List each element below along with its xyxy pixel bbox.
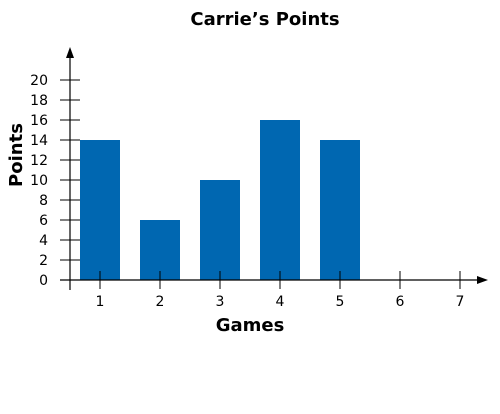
x-tick-label-3: 3 bbox=[216, 294, 225, 310]
bar-game-5 bbox=[320, 140, 360, 280]
x-tick-label-5: 5 bbox=[336, 294, 345, 310]
y-tick-label-20: 20 bbox=[30, 73, 48, 89]
x-tick-label-6: 6 bbox=[396, 294, 405, 310]
bar-game-3 bbox=[200, 180, 240, 280]
bar-game-1 bbox=[80, 140, 120, 280]
y-axis-label: Points bbox=[6, 123, 27, 187]
bar-game-4 bbox=[260, 120, 300, 280]
x-tick-label-4: 4 bbox=[276, 294, 285, 310]
x-axis-arrow bbox=[477, 276, 488, 284]
y-tick-label-0: 0 bbox=[39, 273, 48, 289]
y-tick-label-16: 16 bbox=[30, 113, 48, 129]
x-tick-label-7: 7 bbox=[456, 294, 465, 310]
y-tick-label-4: 4 bbox=[39, 233, 48, 249]
y-tick-label-14: 14 bbox=[30, 133, 48, 149]
y-tick-label-2: 2 bbox=[39, 253, 48, 269]
x-tick-label-2: 2 bbox=[156, 294, 165, 310]
y-tick-label-6: 6 bbox=[39, 213, 48, 229]
y-tick-label-12: 12 bbox=[30, 153, 48, 169]
x-tick-label-1: 1 bbox=[96, 294, 105, 310]
y-axis-arrow bbox=[66, 47, 74, 58]
x-axis-label: Games bbox=[216, 315, 285, 336]
y-tick-label-8: 8 bbox=[39, 193, 48, 209]
y-tick-label-18: 18 bbox=[30, 93, 48, 109]
chart-title: Carrie’s Points bbox=[190, 9, 339, 30]
y-tick-label-10: 10 bbox=[30, 173, 48, 189]
